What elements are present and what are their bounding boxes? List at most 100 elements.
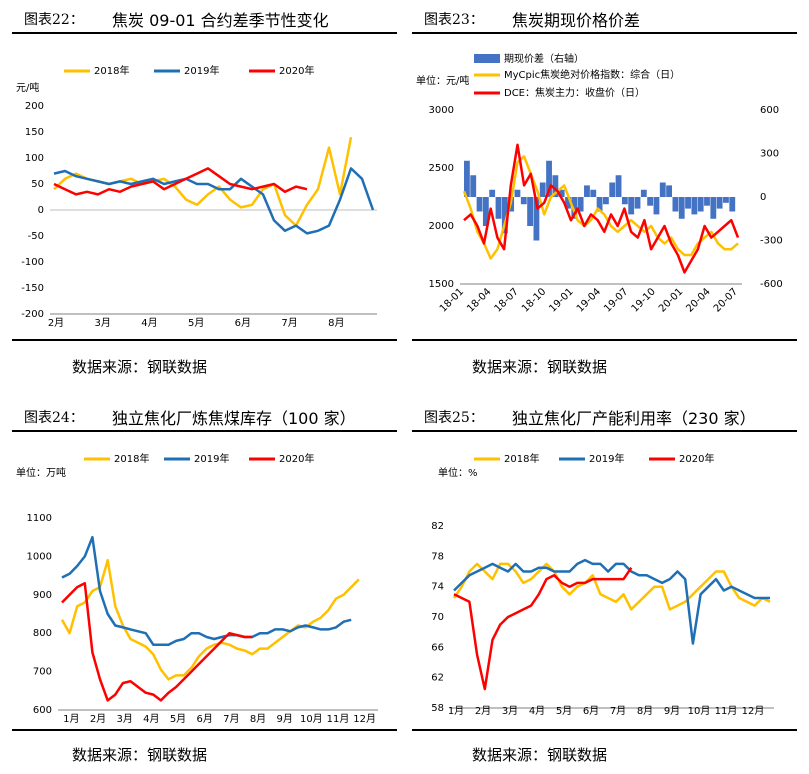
x-tick-label: 8月 xyxy=(637,705,653,717)
series-line-2020年 xyxy=(453,567,633,691)
spread-bar xyxy=(710,197,717,219)
legend-label: 2019年 xyxy=(184,64,219,77)
panel-chart-24: 图表24： 独立焦化厂炼焦煤库存（100 家） 单位：万吨 1100 1000 900… xyxy=(12,398,397,774)
x-tick-label: 10月 xyxy=(300,713,323,725)
y-tick-label: 1500 xyxy=(429,279,454,290)
y-tick-label: 900 xyxy=(33,590,52,601)
chart-title: 焦炭期现价格价差 xyxy=(512,11,641,30)
spread-bar xyxy=(495,197,502,219)
panel-footer xyxy=(12,339,397,341)
data-source: 数据来源：钢联数据 xyxy=(472,358,608,376)
data-source: 数据来源：钢联数据 xyxy=(72,358,208,376)
y-tick-label: -150 xyxy=(21,283,44,294)
series-line-2018年 xyxy=(60,558,360,681)
chart-25-plot: 单位：% 82 78 74 70 66 62 58 1月 2月 3月 4月 5月 6月 7月 8月 9月 10月 1… xyxy=(431,452,774,717)
y-tick-label: 58 xyxy=(431,703,444,714)
x-tick-label: 19-10 xyxy=(630,286,658,314)
x-tick-label: 12月 xyxy=(742,705,765,717)
spread-bar xyxy=(546,160,552,197)
figure-label: 图表25： xyxy=(424,410,484,426)
spread-bar xyxy=(584,185,590,197)
unit-label: 元/吨 xyxy=(16,81,39,94)
spread-bar xyxy=(615,175,622,197)
legend-label: 2020年 xyxy=(279,64,314,77)
spread-bar xyxy=(577,197,584,212)
x-tick-label: 11月 xyxy=(327,713,350,725)
y-tick-label: 74 xyxy=(431,582,444,593)
x-tick-label: 2月 xyxy=(90,713,106,725)
x-tick-label: 18-01 xyxy=(438,286,466,314)
x-tick-label: 20-07 xyxy=(712,286,740,314)
y-tick-label: -200 xyxy=(21,309,44,320)
chart-22-plot: 元/吨 200 150 100 50 0 -50 -100 -150 -200 2月 3月 4月 5月 6月… xyxy=(16,64,377,329)
spread-bar xyxy=(685,197,691,209)
x-tick-label: 20-01 xyxy=(657,286,685,314)
spread-bar xyxy=(533,197,540,241)
panel-header: 图表22： 焦炭 09-01 合约差季节性变化 xyxy=(12,0,397,34)
x-tick-label: 5月 xyxy=(556,705,572,717)
y2-tick-label: 0 xyxy=(760,192,766,203)
x-tick-label: 20-04 xyxy=(684,286,712,314)
spread-bar xyxy=(565,197,571,209)
unit-label: 单位：% xyxy=(438,466,478,479)
spread-bar xyxy=(678,197,685,219)
spread-bar xyxy=(539,182,546,197)
spread-bar xyxy=(653,197,660,215)
y-tick-label: 800 xyxy=(33,628,52,639)
x-tick-label: 5月 xyxy=(188,317,204,329)
y-tick-label: 1100 xyxy=(27,513,52,524)
spread-bars xyxy=(464,160,736,241)
x-tick-label: 6月 xyxy=(196,713,212,725)
x-tick-label: 1月 xyxy=(63,713,79,725)
spread-bar xyxy=(659,182,666,197)
x-tick-label: 18-07 xyxy=(493,286,521,314)
x-tick-label: 7月 xyxy=(223,713,239,725)
series-line-DCE：焦炭主力：收盘价（日） xyxy=(463,143,740,274)
spread-bar xyxy=(666,185,672,197)
x-tick-label: 8月 xyxy=(328,317,344,329)
spread-bar xyxy=(691,197,698,215)
spread-bar xyxy=(482,197,489,226)
spread-bar xyxy=(628,197,635,215)
panel-header: 图表25： 独立焦化厂产能利用率（230 家） xyxy=(412,398,797,432)
panel-footer xyxy=(12,729,397,731)
panel-chart-25: 图表25： 独立焦化厂产能利用率（230 家） 单位：% 82 78 74 70 66 62… xyxy=(412,398,797,774)
x-tick-label: 19-04 xyxy=(575,286,603,314)
y-tick-label: 150 xyxy=(25,127,44,138)
x-tick-label: 8月 xyxy=(250,713,266,725)
chart-title: 焦炭 09-01 合约差季节性变化 xyxy=(112,11,329,30)
x-tick-label: 5月 xyxy=(170,713,186,725)
y2-tick-label: -600 xyxy=(760,279,783,290)
panel-header: 图表23： 焦炭期现价格价差 xyxy=(412,0,797,34)
x-tick-label: 2月 xyxy=(48,317,64,329)
legend-label: 2018年 xyxy=(504,452,539,465)
spread-bar xyxy=(723,197,729,203)
spread-bar xyxy=(596,197,603,212)
spread-bar xyxy=(514,189,521,197)
unit-label: 单位：万吨 xyxy=(16,466,66,479)
legend-label: 2019年 xyxy=(194,452,229,465)
x-tick-label: 12月 xyxy=(353,713,376,725)
y-tick-label: 3000 xyxy=(429,105,454,116)
legend-label: DCE：焦炭主力：收盘价（日） xyxy=(504,86,645,99)
spread-bar xyxy=(729,197,736,212)
x-tick-label: 7月 xyxy=(610,705,626,717)
spread-bar xyxy=(621,197,628,205)
spread-bar xyxy=(716,197,723,209)
series-line-2019年 xyxy=(453,558,770,645)
y-tick-label: 82 xyxy=(431,521,444,532)
y-tick-label: 2500 xyxy=(429,163,454,174)
series-line-2019年 xyxy=(53,167,375,235)
spread-bar xyxy=(571,197,578,219)
spread-bar xyxy=(520,197,527,205)
y2-tick-label: 600 xyxy=(760,105,779,116)
y-tick-label: 66 xyxy=(431,642,444,653)
legend-swatch xyxy=(474,54,500,63)
legend-label: MyCpic焦炭绝对价格指数：综合（日） xyxy=(504,68,680,81)
x-tick-label: 3月 xyxy=(502,705,518,717)
y-tick-label: 600 xyxy=(33,705,52,716)
spread-bar xyxy=(470,175,477,197)
spread-bar xyxy=(697,197,704,212)
y-tick-label: 50 xyxy=(31,179,44,190)
spread-bar xyxy=(609,182,616,197)
